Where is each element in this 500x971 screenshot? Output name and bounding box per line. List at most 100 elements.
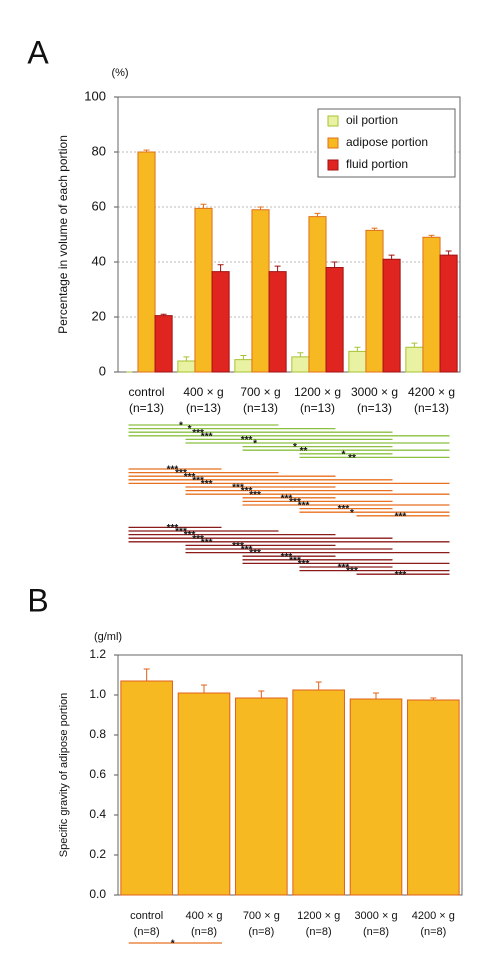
significance-label: *** [249,548,261,559]
error-bar [388,254,395,260]
bar [211,271,230,373]
error-bar [411,342,418,348]
bar [407,699,460,896]
panel-letter: B [27,582,48,618]
significance-label: *** [338,563,350,574]
n-label: (n=13) [243,401,278,415]
error-bar [331,261,338,268]
significance-label: * [171,939,175,950]
bar [154,315,173,373]
y-tick-label: 0.0 [89,887,106,901]
plot-frame [117,654,463,896]
bar [235,697,288,896]
y-tick-label: 100 [84,88,106,103]
y-tick-label: 1.0 [89,687,106,701]
bar [349,698,403,896]
bar [137,151,156,373]
bar [308,216,327,373]
significance-label: *** [201,537,213,548]
bar [177,692,231,896]
significance-label: *** [395,570,407,581]
error-bar [143,149,150,152]
error-bar [354,346,361,352]
significance-label: *** [175,468,187,479]
error-bar [430,697,437,700]
significance-label: *** [346,566,358,577]
y-tick-label: 0.8 [89,727,106,741]
panel-letter: A [27,34,49,70]
significance-label: *** [281,493,293,504]
error-bar [314,212,321,217]
significance-label: *** [175,527,187,538]
n-label: (n=8) [191,926,217,938]
significance-label: *** [192,428,204,439]
significance-label: *** [289,555,301,566]
error-bar [428,234,435,238]
x-tick-label: 4200 × g [412,910,455,922]
bar [268,271,287,373]
y-axis-label: Percentage in volume of each portion [56,135,70,334]
plot-frame [117,96,461,373]
x-tick-label: 1200 × g [297,910,340,922]
n-label: (n=13) [300,401,335,415]
error-bar [297,352,304,357]
significance-label: *** [298,559,310,570]
legend-label: adipose portion [346,135,428,149]
legend-swatch [327,159,339,171]
y-tick-label: 1.2 [89,647,106,661]
significance-label: ** [348,453,356,464]
error-bar [445,250,452,256]
error-bar [201,684,207,693]
y-tick-label: 0.2 [89,847,106,861]
unit-label: (%) [111,67,128,79]
n-label: (n=13) [357,401,392,415]
significance-label: *** [289,497,301,508]
bar [234,359,253,373]
significance-label: *** [395,511,407,522]
n-label: (n=13) [186,401,221,415]
bar [251,209,270,373]
n-label: (n=8) [306,926,332,938]
significance-label: * [188,424,192,435]
significance-label: * [179,421,183,432]
error-bar [257,206,264,210]
bar [382,258,401,373]
y-axis-label: Specific gravity of adipose portion [58,693,70,857]
significance-label: *** [192,475,204,486]
x-tick-label: control [130,910,163,922]
legend-swatch [327,115,339,127]
error-bar [371,227,378,231]
y-tick-label: 0 [99,363,106,378]
bar [120,680,173,896]
significance-label: *** [298,501,310,512]
n-label: (n=13) [129,401,164,415]
n-label: (n=8) [420,926,446,938]
y-tick-label: 60 [92,198,106,213]
unit-label: (g/ml) [94,631,122,643]
significance-label: *** [201,431,213,442]
error-bar [315,681,322,690]
error-bar [373,692,379,699]
x-tick-label: 3000 × g [354,910,397,922]
significance-label: *** [338,504,350,515]
bar [439,254,458,373]
x-tick-label: 4200 × g [408,385,455,399]
n-label: (n=8) [248,926,274,938]
significance-label: *** [167,465,179,476]
significance-label: * [293,442,297,453]
y-tick-label: 80 [92,143,106,158]
bar [291,356,310,373]
bar [292,689,345,896]
bar [422,236,441,373]
n-label: (n=13) [414,401,449,415]
y-tick-label: 0.4 [89,807,106,821]
legend-label: oil portion [346,113,398,127]
significance-label: * [253,439,257,450]
x-tick-label: 700 × g [243,910,280,922]
significance-label: *** [281,552,293,563]
significance-label: * [350,508,354,519]
significance-label: *** [184,530,196,541]
legend-box [317,108,456,178]
significance-label: *** [201,479,213,490]
legend-label: fluid portion [346,157,408,171]
